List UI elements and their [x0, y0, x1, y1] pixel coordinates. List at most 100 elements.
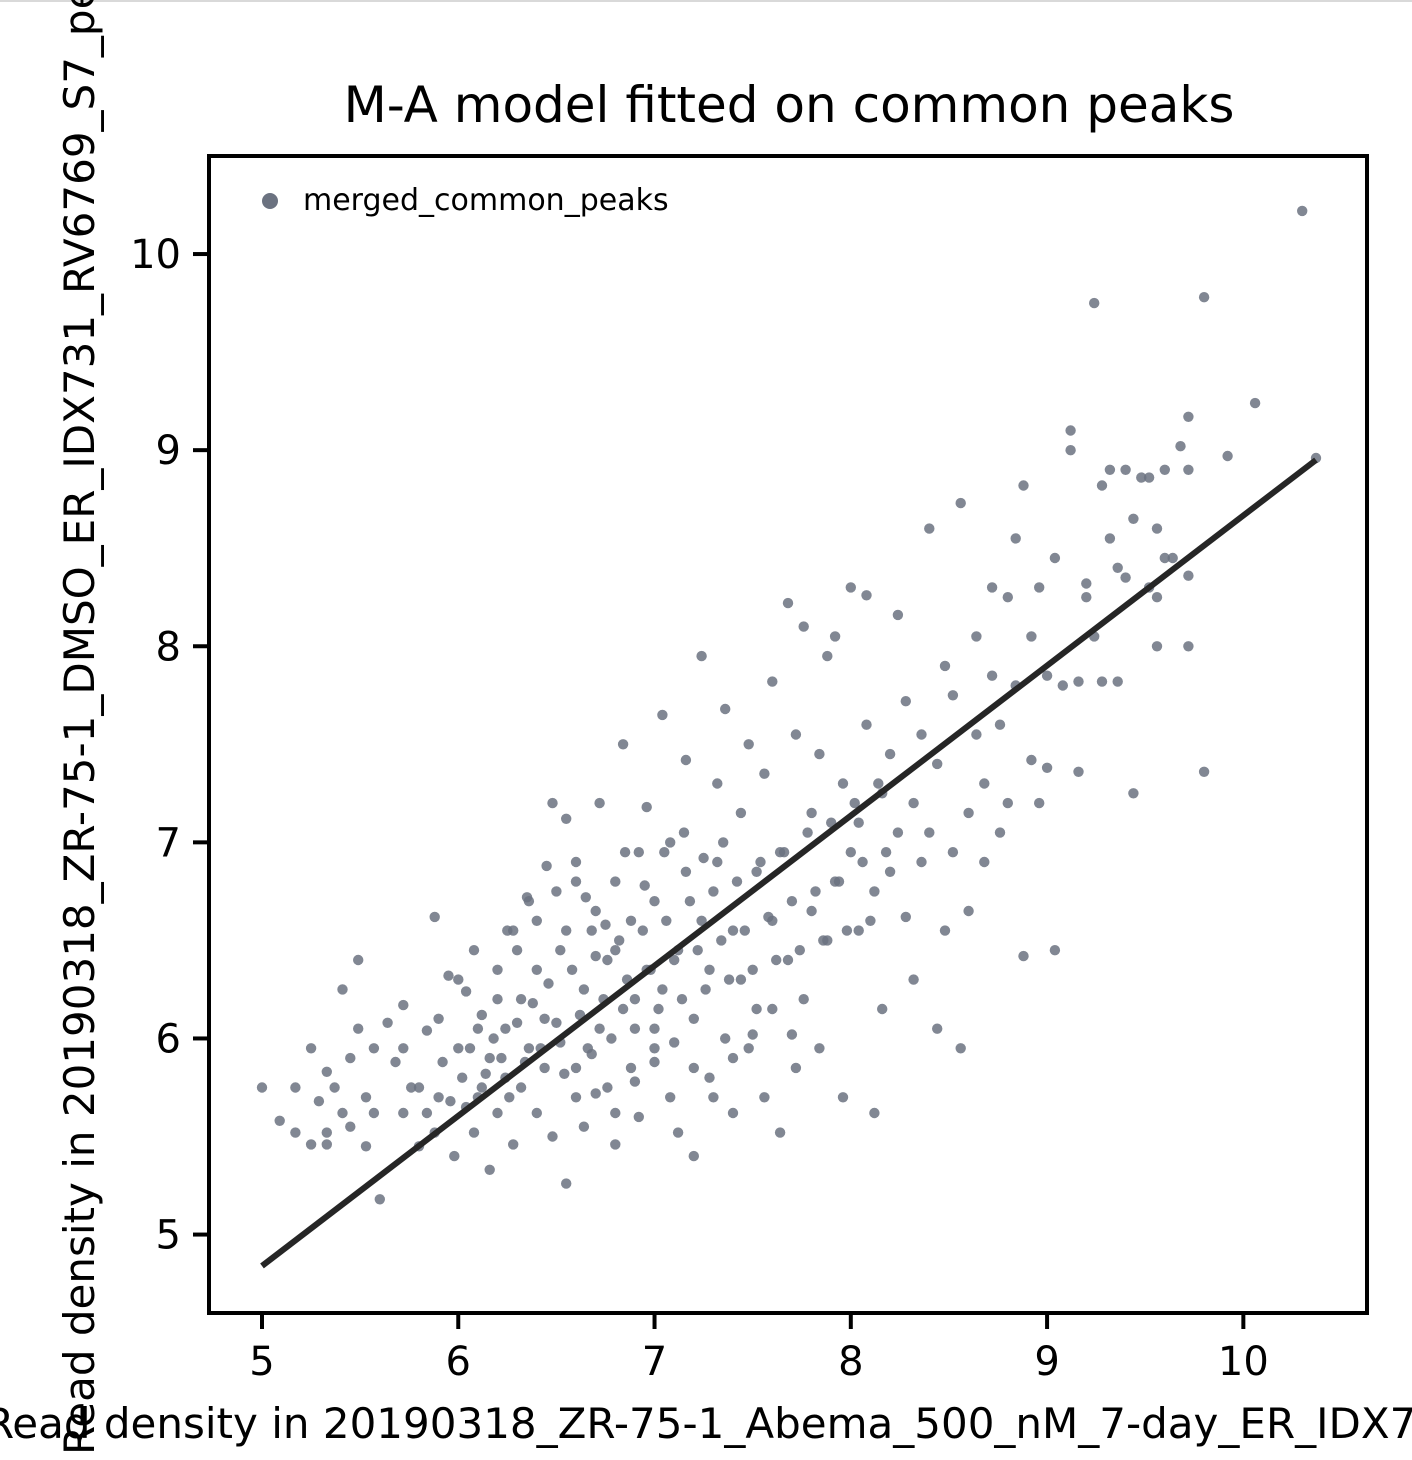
chart-title: M-A model fitted on common peaks	[344, 76, 1235, 134]
data-point	[696, 650, 707, 662]
data-point	[712, 778, 723, 789]
data-point	[468, 1127, 480, 1138]
data-point	[594, 1023, 605, 1034]
legend-marker	[262, 193, 278, 209]
data-point	[464, 1043, 476, 1054]
data-point	[676, 994, 688, 1005]
data-point	[561, 813, 572, 824]
data-point	[1018, 480, 1029, 491]
data-point	[1034, 582, 1045, 593]
data-point	[688, 1150, 699, 1162]
data-point	[747, 1029, 758, 1040]
points-layer	[256, 205, 1322, 1205]
x-tick-label: 8	[838, 1339, 863, 1385]
data-point	[767, 1003, 778, 1015]
data-point	[829, 631, 841, 642]
data-point	[790, 1062, 802, 1074]
data-point	[421, 1107, 433, 1119]
data-point	[727, 1107, 739, 1119]
data-point	[1026, 754, 1037, 766]
data-point	[1096, 676, 1108, 687]
y-axis: 5 6 7 8 9 10	[130, 232, 209, 1259]
data-point	[1136, 472, 1147, 483]
data-point	[502, 925, 513, 936]
data-point	[484, 1052, 495, 1064]
data-point	[798, 621, 809, 632]
data-point	[700, 984, 711, 995]
data-point	[337, 984, 348, 995]
data-point	[1002, 797, 1013, 809]
data-point	[629, 1076, 641, 1087]
data-point	[716, 935, 727, 946]
data-point	[1073, 766, 1084, 777]
data-point	[496, 1052, 507, 1064]
data-point	[657, 709, 668, 721]
y-axis-label: Read density in 20190318_ZR-75-1_DMSO_ER…	[55, 0, 104, 1455]
data-point	[932, 1023, 943, 1034]
data-point	[806, 807, 817, 819]
data-point	[849, 797, 860, 809]
data-point	[566, 964, 578, 975]
data-point	[782, 597, 794, 609]
legend-label: merged_common_peaks	[303, 183, 669, 218]
data-point	[610, 1107, 621, 1119]
data-point	[614, 935, 625, 946]
data-point	[794, 945, 805, 956]
x-axis: 5 6 7 8 9 10	[249, 1313, 1269, 1385]
data-point	[1089, 297, 1100, 309]
data-point	[1120, 464, 1131, 475]
data-point	[669, 954, 680, 966]
data-point	[539, 1013, 550, 1024]
data-point	[986, 582, 998, 593]
data-point	[531, 964, 542, 975]
data-point	[837, 1092, 849, 1103]
data-point	[559, 1068, 570, 1080]
data-point	[979, 856, 990, 868]
data-point	[637, 925, 648, 936]
data-point	[739, 925, 750, 936]
data-point	[1183, 570, 1194, 581]
data-point	[994, 827, 1006, 838]
data-point	[704, 964, 715, 975]
data-point	[602, 954, 613, 966]
data-point	[619, 847, 631, 858]
data-point	[433, 1013, 444, 1024]
data-point	[629, 994, 641, 1005]
data-point	[979, 778, 990, 789]
data-point	[594, 797, 605, 809]
data-point	[932, 758, 943, 770]
data-point	[1057, 680, 1069, 691]
data-point	[515, 1082, 527, 1093]
data-point	[617, 739, 629, 750]
data-point	[488, 1033, 499, 1044]
data-point	[445, 1096, 456, 1107]
data-point	[802, 827, 813, 838]
data-point	[1183, 641, 1194, 652]
data-point	[908, 974, 919, 985]
data-point	[1073, 676, 1084, 687]
data-point	[857, 856, 868, 868]
data-point	[1065, 445, 1076, 456]
data-point	[610, 945, 621, 956]
data-point	[617, 1003, 629, 1015]
data-point	[778, 847, 790, 858]
x-tick-label: 5	[249, 1339, 274, 1385]
data-point	[678, 827, 690, 838]
data-point	[708, 1092, 719, 1103]
data-point	[1198, 292, 1210, 303]
data-point	[1112, 562, 1123, 573]
data-point	[916, 729, 927, 740]
data-point	[555, 945, 566, 956]
data-point	[865, 915, 876, 926]
y-tick-label: 6	[156, 1016, 181, 1062]
data-point	[1183, 411, 1194, 422]
data-point	[639, 880, 650, 891]
data-point	[994, 719, 1006, 730]
data-point	[1222, 450, 1233, 462]
data-point	[382, 1017, 393, 1028]
data-point	[453, 974, 464, 985]
data-point	[586, 925, 597, 936]
data-point	[986, 670, 998, 681]
data-point	[345, 1121, 356, 1132]
data-point	[453, 1043, 464, 1054]
